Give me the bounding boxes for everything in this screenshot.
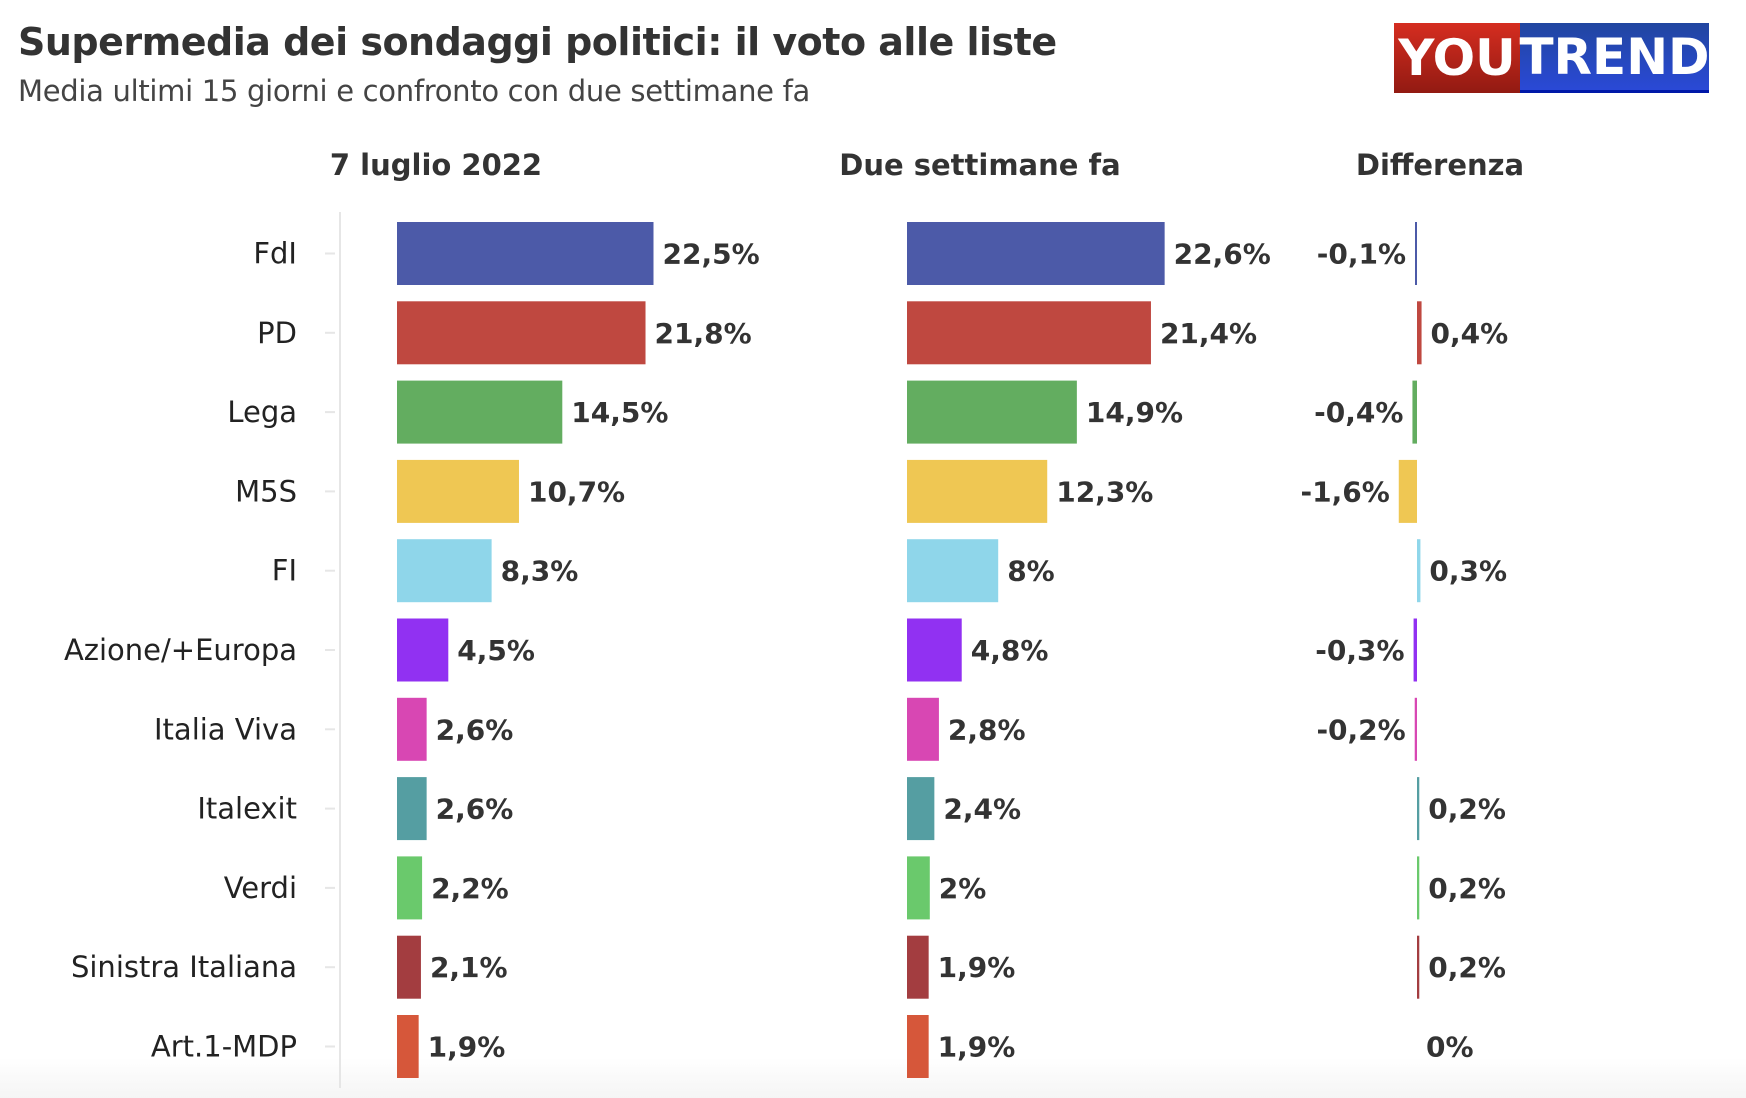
data-label: 1,9% [938, 951, 1016, 984]
bar [907, 459, 1048, 523]
category-label: Verdi [224, 871, 297, 905]
data-label: 1,9% [938, 1031, 1016, 1064]
bar [397, 618, 449, 682]
bar [907, 856, 930, 920]
category-label: FI [272, 554, 297, 588]
bar [397, 777, 427, 841]
data-label: 14,9% [1086, 396, 1183, 429]
logo-trend: TREND [1519, 23, 1710, 93]
diff-label: -0,1% [1317, 238, 1406, 271]
diff-bar [1417, 777, 1420, 841]
category-label: M5S [235, 474, 297, 508]
diff-bar [1413, 618, 1417, 682]
diff-label: 0,2% [1428, 951, 1506, 984]
bar [397, 539, 492, 603]
data-label: 22,6% [1174, 238, 1271, 271]
data-label: 21,8% [655, 317, 752, 350]
diff-label: 0,3% [1429, 555, 1507, 588]
data-label: 4,5% [457, 634, 535, 667]
bar [397, 380, 563, 444]
category-label: Art.1-MDP [151, 1030, 297, 1064]
youtrend-logo: YOU TREND [1394, 23, 1710, 93]
diff-bar [1415, 222, 1417, 285]
diff-label: 0,4% [1431, 317, 1509, 350]
data-label: 10,7% [528, 475, 625, 508]
data-label: 22,5% [663, 238, 760, 271]
category-label: Azione/+Europa [64, 633, 297, 667]
column-header-difference: Differenza [1355, 148, 1525, 182]
category-label: Italia Viva [154, 712, 297, 746]
diff-label: 0% [1426, 1031, 1474, 1064]
column-header-two-weeks-ago: Due settimane fa [839, 148, 1121, 182]
data-label: 21,4% [1160, 317, 1257, 350]
data-label: 14,5% [571, 396, 668, 429]
bar [907, 777, 935, 841]
diff-bar [1417, 856, 1420, 920]
bar [397, 222, 654, 285]
data-label: 2,6% [436, 713, 514, 746]
bar [907, 301, 1151, 365]
diff-bar [1417, 301, 1422, 365]
bar [397, 935, 421, 999]
bar [397, 697, 427, 761]
data-label: 4,8% [971, 634, 1049, 667]
data-label: 2,8% [948, 713, 1026, 746]
diff-label: -0,4% [1314, 396, 1403, 429]
diff-label: -0,3% [1315, 634, 1404, 667]
bar [907, 697, 939, 761]
footer-background [0, 1058, 1746, 1098]
diff-label: -1,6% [1300, 475, 1389, 508]
column-header-current: 7 luglio 2022 [329, 148, 543, 182]
diff-bar [1412, 380, 1417, 444]
category-label: Sinistra Italiana [71, 950, 297, 984]
data-label: 12,3% [1056, 475, 1153, 508]
diff-bar [1417, 935, 1420, 999]
logo-you: YOU [1394, 23, 1520, 93]
bar [907, 380, 1077, 444]
diff-label: 0,2% [1428, 793, 1506, 826]
category-label: Italexit [197, 792, 297, 826]
category-label: PD [257, 316, 297, 350]
data-label: 8% [1007, 555, 1055, 588]
diff-bar [1398, 459, 1417, 523]
diff-label: 0,2% [1428, 872, 1506, 905]
diff-label: -0,2% [1316, 713, 1405, 746]
category-label: Lega [227, 395, 297, 429]
chart-subtitle: Media ultimi 15 giorni e confronto con d… [18, 74, 811, 108]
data-label: 2,1% [430, 951, 508, 984]
bar [397, 856, 423, 920]
bar [397, 1015, 419, 1078]
bar [907, 618, 962, 682]
data-label: 2,4% [943, 793, 1021, 826]
diff-bar [1414, 697, 1417, 761]
bar [907, 539, 999, 603]
bar [907, 1015, 929, 1078]
category-label: FdI [253, 237, 297, 271]
chart-title: Supermedia dei sondaggi politici: il vot… [18, 20, 1057, 64]
data-label: 2,6% [436, 793, 514, 826]
bar [397, 459, 519, 523]
data-label: 8,3% [501, 555, 579, 588]
data-label: 1,9% [428, 1031, 506, 1064]
bar [907, 222, 1165, 285]
bar [907, 935, 929, 999]
diff-bar [1417, 539, 1421, 603]
data-label: 2% [939, 872, 987, 905]
bar [397, 301, 646, 365]
data-label: 2,2% [431, 872, 509, 905]
